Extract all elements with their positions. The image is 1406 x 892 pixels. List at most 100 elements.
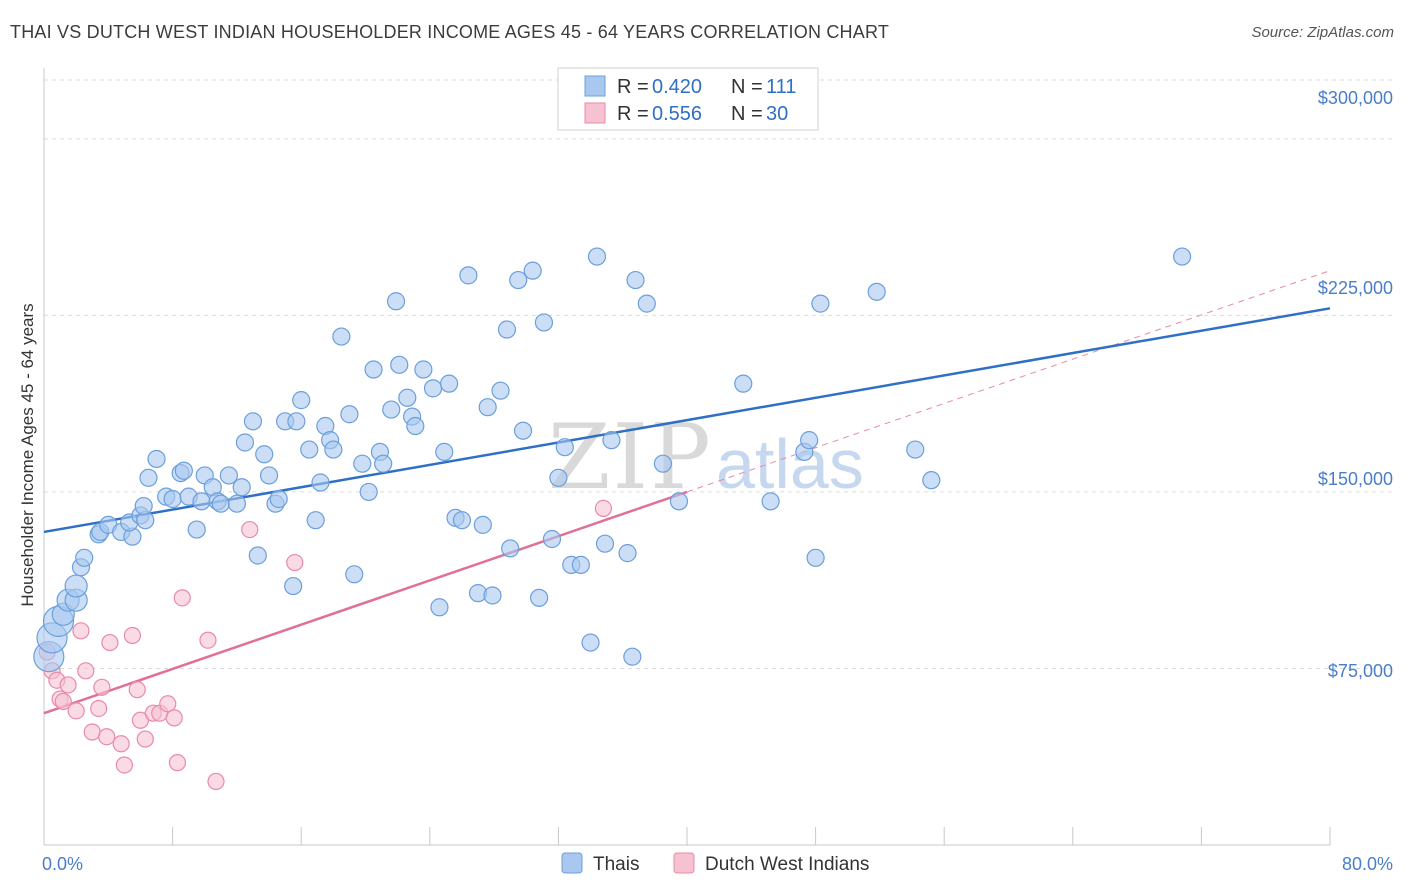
- thai-point-91: [587, 247, 607, 266]
- y-tick-label-300000: $300,000: [1318, 88, 1393, 108]
- thai-point-47: [311, 473, 330, 492]
- thai-point-77: [491, 381, 510, 400]
- dutch-point-5: [59, 676, 77, 694]
- dutch-point-9: [83, 723, 101, 741]
- dutch-points: [38, 499, 613, 791]
- thai-point-68: [435, 442, 454, 462]
- thai-point-43: [287, 412, 306, 431]
- thai-trend-line: [43, 307, 1331, 534]
- thai-point-60: [386, 292, 406, 311]
- dutch-point-14: [112, 735, 130, 753]
- thai-point-95: [623, 647, 642, 666]
- thai-point-37: [255, 445, 274, 464]
- thai-point-31: [219, 466, 238, 485]
- thai-point-105: [811, 294, 830, 313]
- thai-point-76: [483, 586, 502, 605]
- dutch-point-27: [207, 772, 225, 791]
- thai-point-19: [147, 449, 166, 469]
- dutch-point-29: [286, 553, 304, 572]
- thai-point-17: [134, 496, 153, 516]
- thai-point-50: [324, 440, 343, 459]
- thai-point-85: [542, 529, 562, 549]
- thai-point-46: [306, 511, 325, 530]
- dutch-point-24: [168, 754, 187, 772]
- thai-point-97: [637, 294, 656, 313]
- thai-point-79: [501, 539, 520, 558]
- thai-point-84: [534, 313, 554, 332]
- thai-point-53: [345, 565, 364, 584]
- legend-n-value-dutch: 30: [766, 103, 788, 125]
- source-label: Source: ZipAtlas.com: [1251, 24, 1394, 41]
- thai-point-55: [359, 482, 378, 502]
- thai-point-71: [452, 511, 472, 530]
- thai-point-61: [390, 355, 409, 374]
- thai-point-99: [669, 492, 689, 511]
- watermark-atlas: atlas: [716, 425, 864, 503]
- dutch-point-8: [77, 662, 95, 680]
- thai-point-72: [459, 266, 478, 285]
- thai-point-62: [398, 388, 417, 407]
- thai-point-106: [867, 282, 886, 301]
- legend-r-value-dutch: 0.556: [652, 103, 702, 125]
- thai-point-82: [523, 261, 542, 280]
- legend-r-value-thais: 0.420: [652, 76, 702, 98]
- thai-point-92: [595, 534, 615, 553]
- thai-point-23: [174, 461, 193, 480]
- y-axis-label: Householder Income Ages 45 - 64 years: [18, 303, 37, 606]
- thai-point-64: [406, 416, 425, 436]
- thai-point-74: [473, 515, 492, 534]
- dutch-point-30: [594, 499, 613, 517]
- dutch-point-28: [241, 520, 259, 539]
- thai-point-25: [187, 520, 206, 539]
- thai-point-103: [800, 431, 819, 450]
- thai-point-45: [300, 440, 319, 459]
- thai-point-8: [75, 548, 94, 567]
- thai-point-86: [549, 468, 568, 487]
- thai-point-35: [243, 412, 263, 431]
- thai-point-65: [414, 360, 433, 379]
- thai-point-30: [211, 494, 230, 513]
- thai-point-59: [382, 400, 401, 419]
- dutch-point-12: [98, 728, 116, 746]
- legend-swatch-dutch: [584, 102, 606, 124]
- legend-swatch-thais: [584, 75, 606, 97]
- thai-point-94: [618, 544, 637, 563]
- thai-point-83: [530, 588, 549, 607]
- dutch-point-19: [136, 730, 154, 748]
- dutch-point-26: [199, 631, 217, 649]
- thai-point-93: [602, 431, 621, 450]
- dutch-trend-line: [43, 490, 688, 715]
- thai-point-52: [340, 405, 359, 424]
- dutch-point-16: [123, 626, 142, 645]
- thai-point-33: [232, 478, 251, 497]
- dutch-point-13: [101, 633, 119, 652]
- thai-point-81: [513, 421, 533, 440]
- legend-top: R = 0.420 N = 111 R = 0.556 N = 30: [557, 67, 819, 131]
- thai-point-108: [922, 471, 941, 490]
- legend-bottom-label-thais: Thais: [593, 854, 639, 875]
- trend-lines: [43, 270, 1331, 715]
- thai-point-75: [478, 398, 497, 417]
- y-tick-labels: $75,000 $150,000 $225,000 $300,000: [1318, 88, 1393, 681]
- thai-point-78: [497, 320, 517, 339]
- thai-point-109: [1173, 247, 1192, 266]
- thai-point-66: [423, 379, 443, 398]
- thai-point-6: [64, 574, 88, 598]
- thai-point-80: [509, 270, 528, 290]
- legend-n-value-thais: 111: [766, 76, 796, 98]
- thai-point-89: [571, 555, 591, 574]
- y-tick-label-150000: $150,000: [1318, 469, 1393, 489]
- thai-point-58: [374, 454, 393, 473]
- axes: [43, 68, 1331, 846]
- thai-point-69: [439, 374, 459, 393]
- legend-n-label-dutch: N =: [731, 103, 763, 125]
- thai-point-42: [284, 576, 303, 596]
- thai-point-34: [235, 433, 255, 452]
- thai-point-32: [227, 494, 246, 513]
- chart-title: THAI VS DUTCH WEST INDIAN HOUSEHOLDER IN…: [10, 22, 890, 42]
- thai-point-87: [555, 438, 574, 457]
- thai-point-18: [139, 468, 158, 487]
- dutch-point-25: [173, 589, 191, 607]
- dutch-point-22: [159, 695, 177, 713]
